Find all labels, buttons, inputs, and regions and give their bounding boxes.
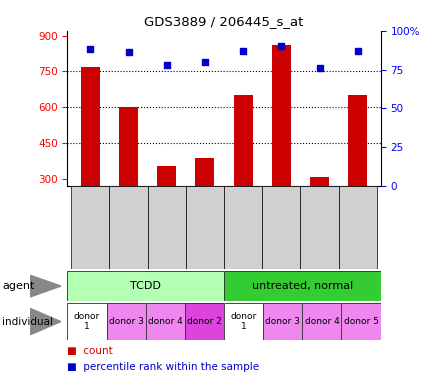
- Text: agent: agent: [2, 281, 34, 291]
- Point: [353, 48, 360, 54]
- Text: donor 3: donor 3: [265, 317, 299, 326]
- Bar: [195, 157, 214, 186]
- Polygon shape: [30, 309, 61, 334]
- Polygon shape: [30, 275, 61, 297]
- Bar: [347, 95, 366, 186]
- Bar: [224, 186, 262, 269]
- Point: [163, 62, 170, 68]
- Point: [125, 50, 132, 56]
- Bar: [109, 186, 147, 269]
- Text: donor
1: donor 1: [74, 312, 100, 331]
- Text: ■  percentile rank within the sample: ■ percentile rank within the sample: [67, 362, 259, 372]
- Bar: [81, 66, 100, 186]
- Point: [201, 59, 208, 65]
- Text: donor 3: donor 3: [108, 317, 143, 326]
- Bar: [157, 166, 176, 186]
- Text: donor 4: donor 4: [304, 317, 339, 326]
- Bar: [309, 177, 328, 186]
- Text: individual: individual: [2, 316, 53, 327]
- Bar: [233, 95, 252, 186]
- Bar: [300, 186, 338, 269]
- Point: [87, 46, 94, 53]
- Point: [316, 65, 322, 71]
- Text: untreated, normal: untreated, normal: [251, 281, 352, 291]
- Text: ■  count: ■ count: [67, 346, 113, 356]
- Bar: [147, 186, 185, 269]
- Text: donor 5: donor 5: [343, 317, 378, 326]
- Bar: [262, 186, 300, 269]
- Text: donor 2: donor 2: [187, 317, 221, 326]
- Bar: [271, 45, 290, 186]
- Bar: [71, 186, 109, 269]
- Title: GDS3889 / 206445_s_at: GDS3889 / 206445_s_at: [144, 15, 303, 28]
- Point: [277, 43, 284, 50]
- Text: donor
1: donor 1: [230, 312, 256, 331]
- Text: TCDD: TCDD: [130, 281, 161, 291]
- Text: donor 4: donor 4: [148, 317, 182, 326]
- Bar: [119, 107, 138, 186]
- Bar: [338, 186, 376, 269]
- Point: [239, 48, 246, 54]
- Bar: [185, 186, 224, 269]
